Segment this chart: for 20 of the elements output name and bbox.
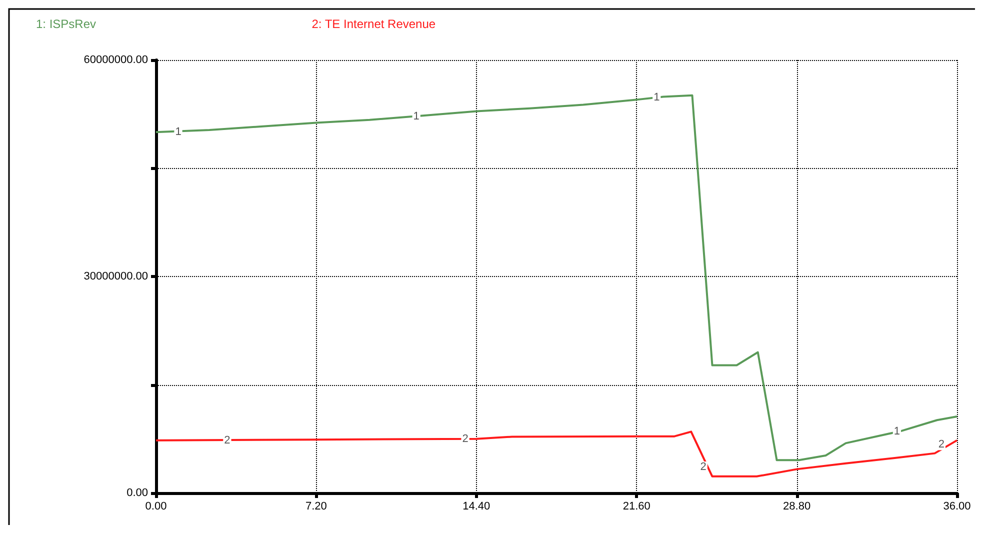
x-tick-label: 7.20 xyxy=(305,500,327,512)
annotation: 1 xyxy=(894,426,900,438)
x-tick-label: 36.00 xyxy=(943,500,971,512)
line-series xyxy=(155,94,958,462)
y-tick-label: 30000000.00 xyxy=(84,270,148,282)
annotation: 1 xyxy=(175,126,182,138)
annotation: 2 xyxy=(224,434,230,446)
text: 2: TE Internet Revenue xyxy=(312,17,436,31)
annotation: 1 xyxy=(654,92,660,104)
x-tick-label: 21.60 xyxy=(622,500,650,512)
text: 1: ISPsRev xyxy=(36,17,96,31)
x-tick-label: 28.80 xyxy=(783,500,811,512)
y-tick-label: 0.00 xyxy=(126,487,148,499)
annotation: 2 xyxy=(700,461,706,474)
x-tick-label: 14.40 xyxy=(462,500,490,512)
x-tick-label: 0.00 xyxy=(145,500,167,512)
annotation: 2 xyxy=(938,438,944,451)
annotation: 2 xyxy=(462,432,468,445)
y-tick-label: 60000000.00 xyxy=(84,54,148,66)
annotation: 1 xyxy=(413,110,420,122)
